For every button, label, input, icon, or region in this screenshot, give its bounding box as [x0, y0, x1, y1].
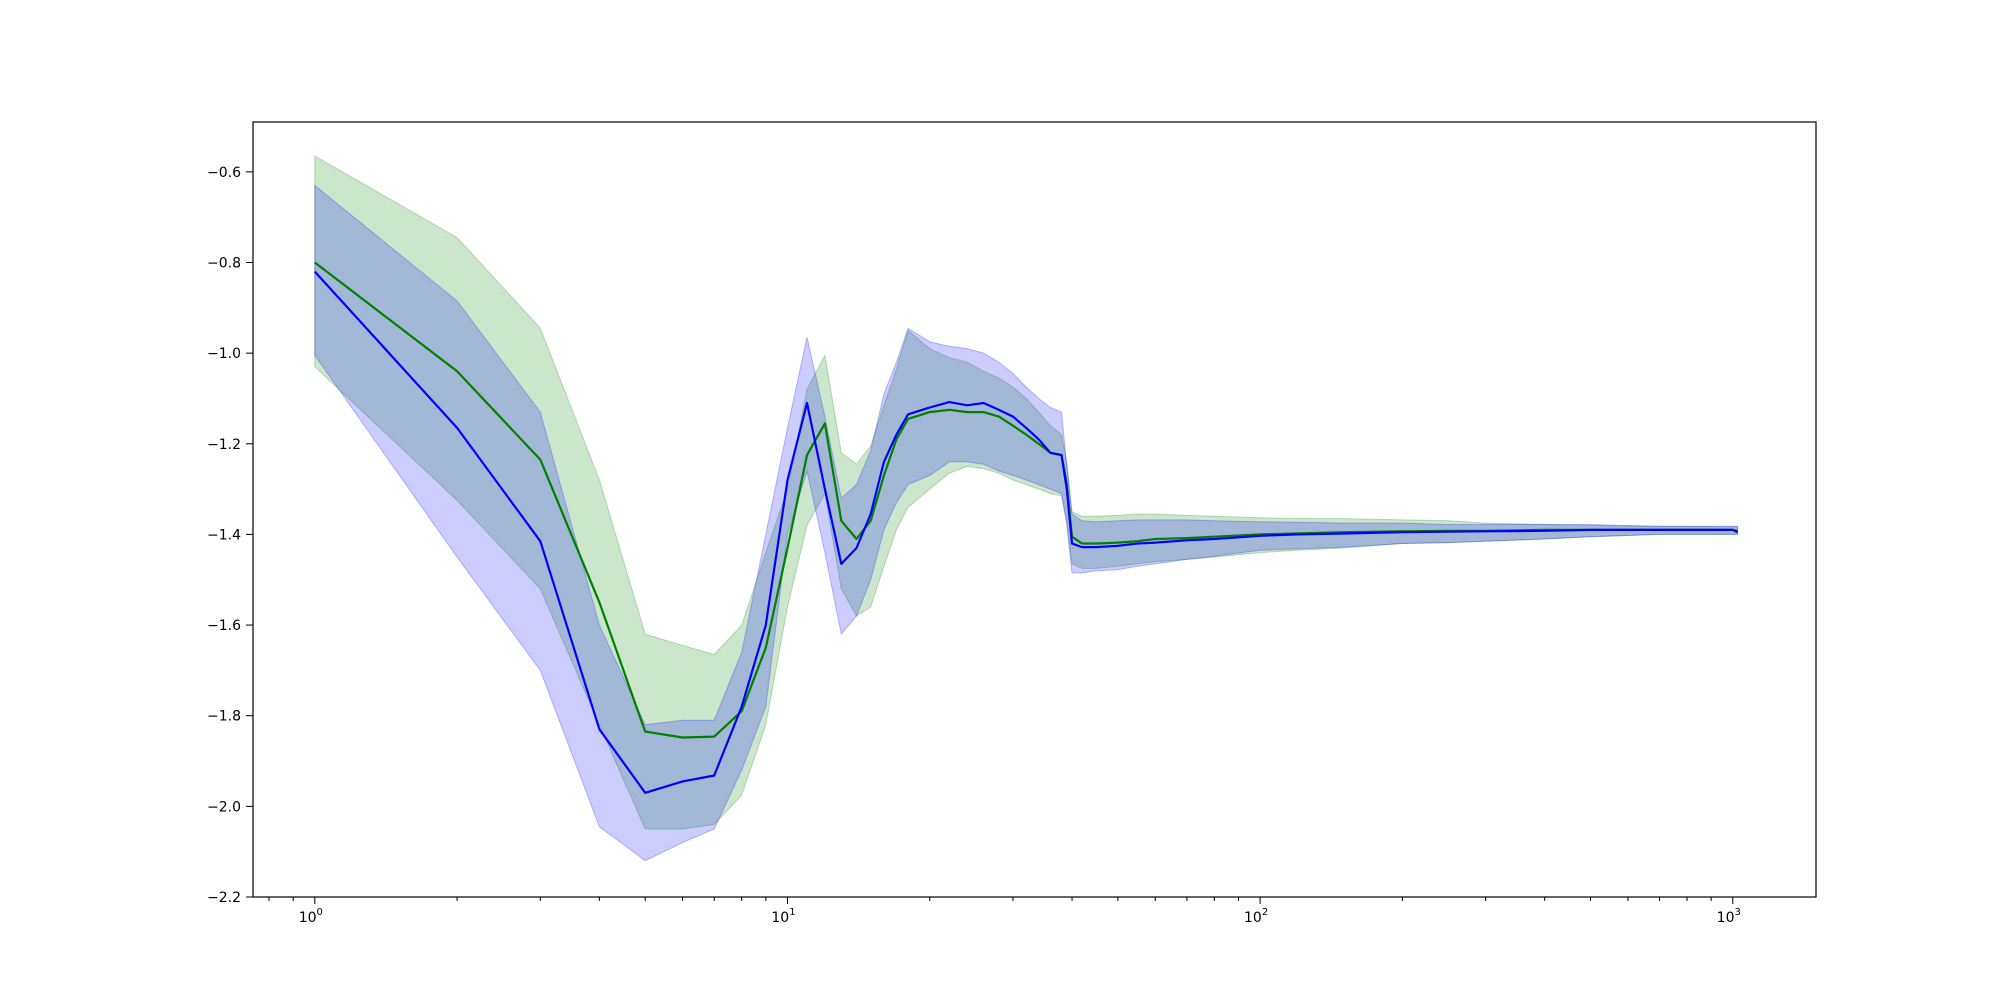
plot-area [313, 155, 1739, 862]
x-tick-exponent: 0 [317, 907, 323, 918]
y-tick-label: −0.6 [207, 165, 241, 181]
x-tick-exponent: 2 [1262, 907, 1268, 918]
plot-frame [252, 121, 1817, 898]
y-tick-label: −2.0 [207, 799, 241, 815]
x-tick-label: 101 [771, 907, 795, 926]
x-tick-base: 10 [1717, 910, 1735, 926]
x-tick-exponent: 1 [789, 907, 795, 918]
series-line-2 [313, 270, 1739, 794]
x-tick-label: 103 [1717, 907, 1741, 926]
x-tick-base: 10 [1244, 910, 1262, 926]
y-tick-label: −1.8 [207, 709, 241, 725]
y-tick-label: −0.8 [207, 255, 241, 271]
series-line-1 [314, 261, 1738, 739]
y-tick-label: −1.2 [207, 437, 241, 453]
confidence-band-2 [314, 184, 1739, 862]
x-tick-label: 102 [1244, 907, 1268, 926]
y-tick-label: −2.2 [207, 890, 241, 906]
x-tick-label: 100 [299, 907, 323, 926]
x-tick-base: 10 [299, 910, 317, 926]
y-tick-label: −1.4 [207, 527, 241, 543]
x-axis: 100 101 102 103 [268, 897, 1741, 926]
x-tick-base: 10 [771, 910, 789, 926]
y-tick-label: −1.6 [207, 618, 241, 634]
y-axis: −0.6 −0.8 −1.0 −1.2 −1.4 −1.6 −1.8 −2.0 −2.2 [207, 165, 253, 906]
y-tick-label: −1.0 [207, 346, 241, 362]
confidence-band-1 [314, 155, 1739, 830]
x-tick-exponent: 3 [1734, 907, 1740, 918]
